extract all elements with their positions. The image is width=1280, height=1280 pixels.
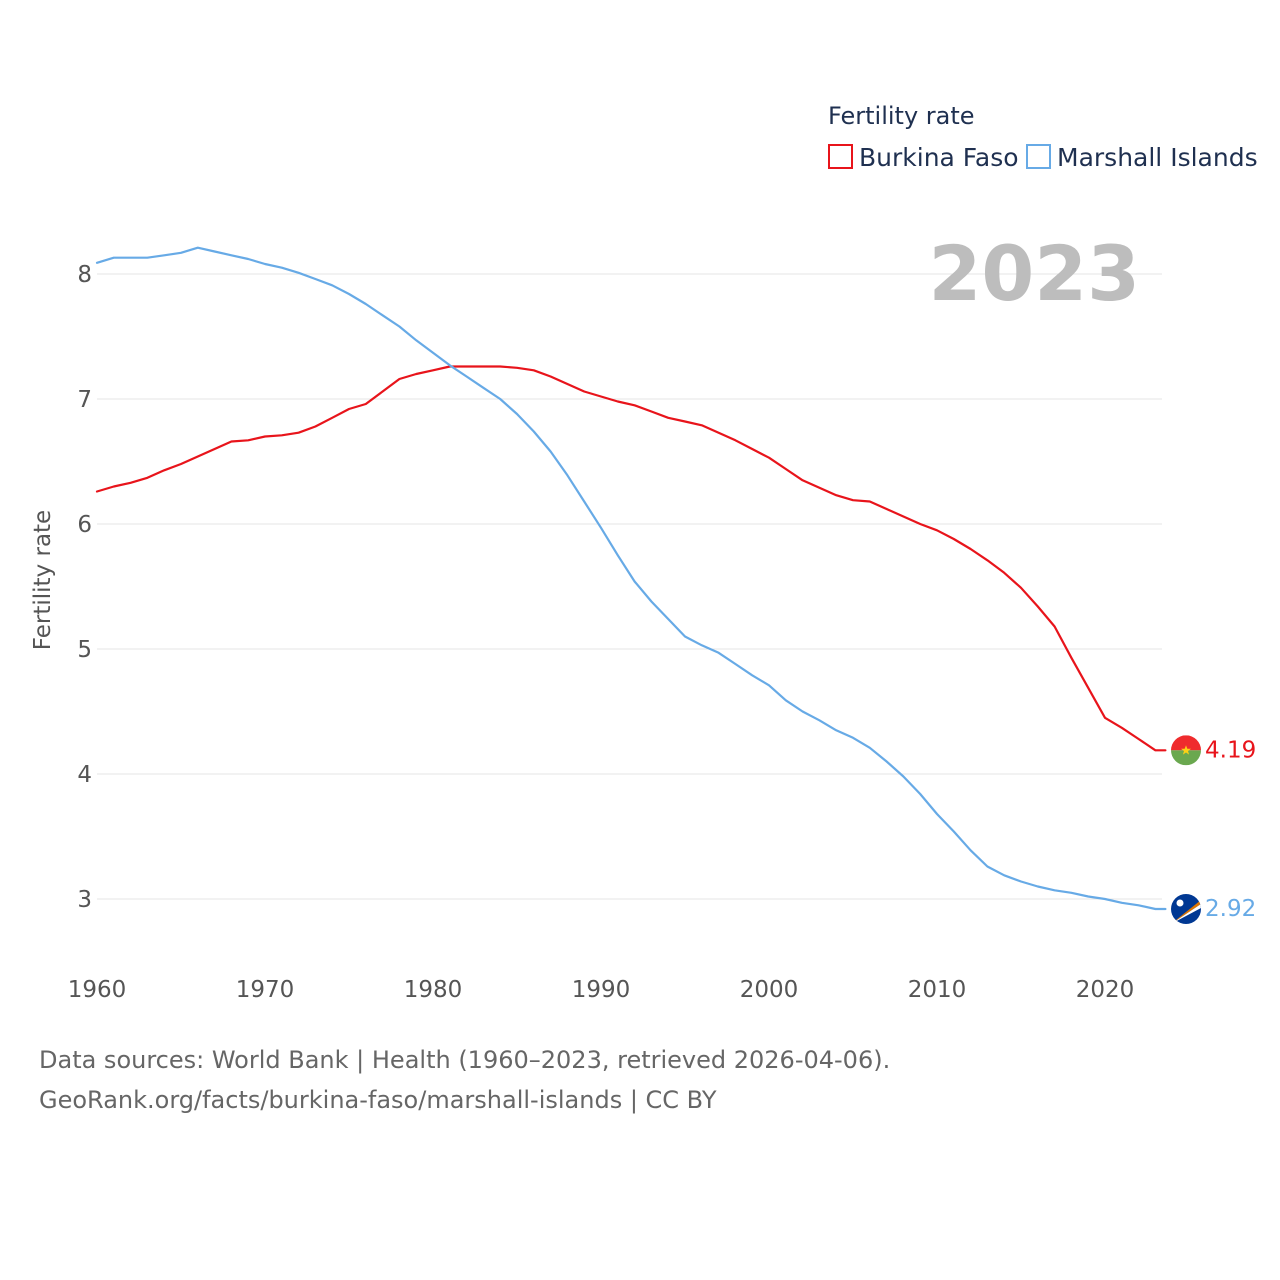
y-tick-label: 8	[77, 262, 92, 288]
burkina-faso-flag-icon	[1171, 735, 1201, 766]
series-line-marshall-islands	[95, 246, 1167, 911]
y-tick-label: 4	[77, 762, 92, 788]
y-tick-label: 5	[77, 637, 92, 663]
series-line-burkina-faso	[95, 365, 1167, 752]
x-tick-label: 2020	[1076, 977, 1135, 1003]
y-tick-label: 7	[77, 387, 92, 413]
y-axis-ticks: 3 4 5 6 7 8	[77, 262, 92, 913]
legend-swatch-marshall-islands[interactable]	[1026, 144, 1051, 169]
x-tick-label: 2010	[908, 977, 967, 1003]
x-tick-label: 1980	[404, 977, 463, 1003]
y-tick-label: 6	[77, 512, 92, 538]
legend-label-marshall-islands[interactable]: Marshall Islands	[1057, 143, 1258, 172]
x-tick-label: 1990	[572, 977, 631, 1003]
legend: Fertility rate Burkina Faso Marshall Isl…	[828, 102, 1258, 172]
marshall-islands-end-value: 2.92	[1205, 896, 1256, 922]
y-tick-label: 3	[77, 887, 92, 913]
y-axis-label: Fertility rate	[30, 510, 56, 650]
data-source-note: Data sources: World Bank | Health (1960–…	[39, 1046, 890, 1074]
y-gridlines	[97, 273, 1162, 900]
legend-label-burkina-faso[interactable]: Burkina Faso	[859, 143, 1019, 172]
x-axis-ticks: 1960 1970 1980 1990 2000 2010 2020	[68, 977, 1135, 1003]
marshall-islands-flag-icon	[1171, 894, 1201, 924]
source-url-link[interactable]: GeoRank.org/facts/burkina-faso/marshall-…	[39, 1086, 717, 1114]
series-lines	[95, 246, 1167, 911]
legend-title: Fertility rate	[828, 102, 975, 130]
current-year-label: 2023	[928, 229, 1140, 318]
x-tick-label: 1970	[236, 977, 295, 1003]
x-tick-label: 2000	[740, 977, 799, 1003]
legend-swatch-burkina-faso[interactable]	[828, 144, 853, 169]
burkina-faso-end-value: 4.19	[1205, 737, 1256, 763]
x-tick-label: 1960	[68, 977, 127, 1003]
